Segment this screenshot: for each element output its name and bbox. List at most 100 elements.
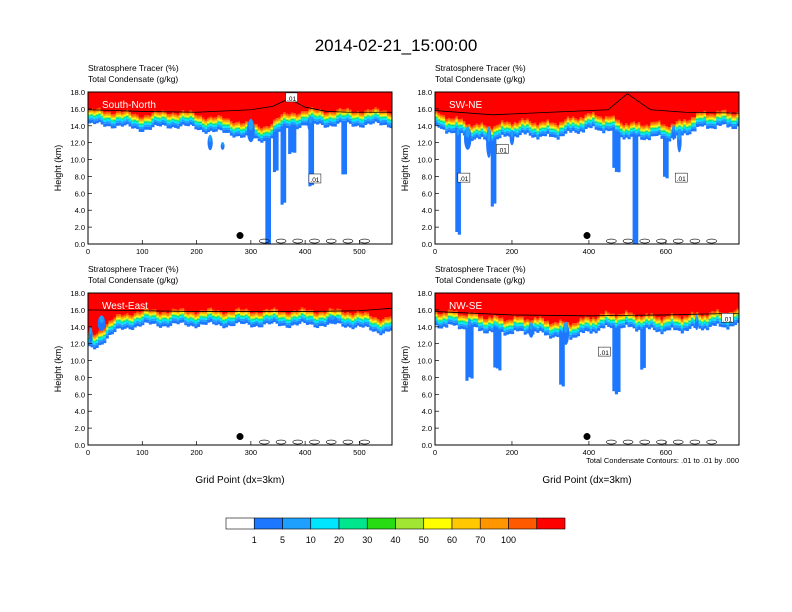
x-axis-label: Grid Point (dx=3km) (195, 475, 284, 486)
condensate-contour (325, 238, 337, 244)
x-tick-label: 200 (506, 448, 519, 457)
location-marker (583, 433, 591, 441)
panels: .01 .01 South-North 0.0 2.0 4.0 6.0 8.0 10.0 12.0… (53, 63, 740, 486)
panel-title-line2: Total Condensate (g/kg) (88, 275, 178, 285)
colorbar-label: 1 (252, 535, 257, 545)
y-tick-label: 10.0 (417, 357, 432, 366)
condensate-contour (689, 238, 701, 244)
contour-label-box (496, 144, 509, 154)
y-tick-label: 8.0 (75, 373, 85, 382)
condensate-contour (622, 439, 634, 445)
x-tick-label: 600 (660, 448, 673, 457)
x-tick-label: 600 (660, 247, 673, 256)
condensate-contour (292, 238, 304, 244)
x-axis-label: Grid Point (dx=3km) (542, 475, 631, 486)
condensate-contour (706, 439, 717, 445)
panel-title-line2: Total Condensate (g/kg) (435, 275, 525, 285)
y-tick-label: 10.0 (70, 357, 85, 366)
y-tick-label: 0.0 (422, 240, 432, 249)
y-tick-label: 12.0 (70, 340, 85, 349)
colorbar-swatch (536, 517, 566, 530)
y-tick-label: 8.0 (422, 373, 432, 382)
condensate-contour (259, 238, 270, 244)
cloud-patch (208, 134, 212, 143)
condensate-contour (689, 439, 701, 445)
cloud-patch (465, 126, 470, 138)
y-tick-label: 6.0 (422, 189, 432, 198)
tropopause-contour (435, 311, 739, 317)
contour-label: .01 (310, 177, 319, 184)
cloud-patch (329, 316, 336, 320)
condensate-contour (325, 439, 337, 445)
y-tick-label: 0.0 (75, 240, 85, 249)
panel-south-north: .01 .01 South-North 0.0 2.0 4.0 6.0 8.0 10.0 12.0… (53, 63, 393, 256)
colorbar-label: 10 (306, 535, 316, 545)
colorbar-swatch (282, 517, 312, 530)
x-tick-label: 200 (506, 247, 519, 256)
contour-label-box (285, 92, 298, 103)
y-tick-label: 2.0 (422, 424, 432, 433)
panel-label: South-North (102, 100, 156, 111)
y-tick-label: 16.0 (417, 306, 432, 315)
tracer-field (435, 293, 739, 395)
cloud-patch (677, 128, 681, 141)
panel-title-line2: Total Condensate (g/kg) (435, 74, 525, 84)
panel-label: West-East (102, 301, 148, 312)
x-tick-label: 100 (136, 448, 149, 457)
condensate-contour (342, 238, 354, 244)
contour-label: .01 (723, 316, 732, 323)
cloud-patch (248, 118, 254, 131)
condensate-contour (309, 439, 320, 445)
condensate-contours (259, 238, 370, 244)
panel-title-line1: Stratosphere Tracer (%) (435, 63, 526, 73)
location-marker (583, 232, 591, 240)
colorbar-label: 5 (280, 535, 285, 545)
condensate-contour (672, 439, 684, 445)
plot-frame (87, 292, 393, 446)
y-tick-label: 12.0 (417, 340, 432, 349)
panel-title-line1: Stratosphere Tracer (%) (435, 264, 526, 274)
y-tick-label: 14.0 (70, 323, 85, 332)
condensate-contour (309, 238, 320, 244)
colorbar-swatch (451, 517, 481, 530)
condensate-contour (656, 439, 667, 445)
condensate-contours (259, 439, 370, 445)
y-tick-label: 18.0 (70, 88, 85, 97)
condensate-contour (606, 439, 617, 445)
y-axis-label: Height (km) (400, 145, 410, 192)
y-tick-label: 2.0 (422, 223, 432, 232)
y-tick-label: 14.0 (70, 122, 85, 131)
tracer-field (88, 92, 392, 244)
tropopause-contour (435, 93, 739, 116)
condensate-contour (639, 238, 651, 244)
y-tick-label: 18.0 (70, 289, 85, 298)
y-tick-label: 16.0 (70, 306, 85, 315)
y-tick-label: 4.0 (422, 206, 432, 215)
x-tick-label: 200 (190, 247, 203, 256)
y-tick-label: 0.0 (75, 441, 85, 450)
y-tick-label: 2.0 (75, 223, 85, 232)
condensate-contour (606, 238, 617, 244)
condensate-contour (706, 238, 717, 244)
condensate-contour (672, 238, 684, 244)
contour-label: .01 (459, 176, 468, 183)
contour-label: .01 (287, 96, 296, 103)
colorbar-label: 100 (501, 535, 516, 545)
y-tick-label: 6.0 (75, 189, 85, 198)
figure-title: 2014-02-21_15:00:00 (315, 36, 478, 55)
condensate-contour (656, 238, 667, 244)
contour-label: .01 (600, 350, 609, 357)
colorbar-swatch (253, 517, 283, 530)
condensate-contour (359, 439, 370, 445)
y-tick-label: 12.0 (417, 139, 432, 148)
y-tick-label: 10.0 (417, 156, 432, 165)
tracer-field (435, 92, 739, 244)
panel-label: NW-SE (449, 301, 482, 312)
x-tick-label: 0 (86, 448, 90, 457)
colorbar-swatch (423, 517, 453, 530)
x-tick-label: 0 (433, 448, 437, 457)
contour-label-box (308, 173, 322, 184)
y-tick-label: 16.0 (70, 105, 85, 114)
x-tick-label: 400 (299, 247, 312, 256)
